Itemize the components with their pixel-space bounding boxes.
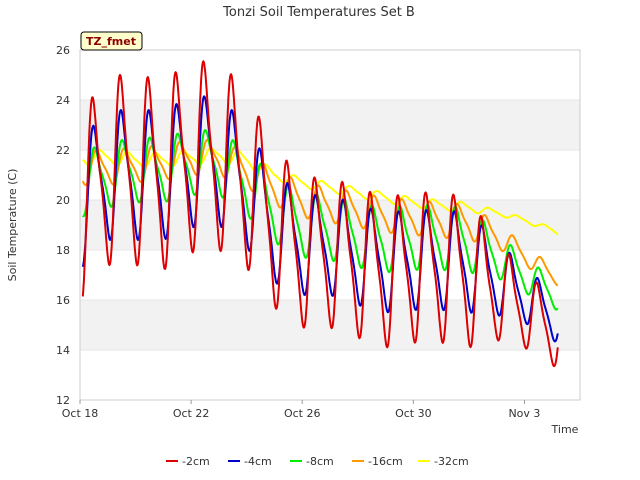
- x-tick-label: Oct 30: [395, 407, 432, 420]
- x-axis-ticks: Oct 18 Oct 22 Oct 26 Oct 30 Nov 3: [62, 400, 540, 420]
- x-tick-label: Oct 22: [173, 407, 210, 420]
- legend: -2cm -4cm -8cm -16cm -32cm: [166, 455, 469, 468]
- legend-label: -32cm: [434, 455, 469, 468]
- series-layer: [81, 60, 559, 368]
- x-tick-label: Oct 18: [62, 407, 99, 420]
- x-tick-label: Oct 26: [284, 407, 321, 420]
- grid-band: [80, 100, 580, 150]
- legend-item: -2cm: [166, 455, 210, 468]
- grid-band: [80, 200, 580, 250]
- legend-label: -4cm: [244, 455, 272, 468]
- chart-title: Tonzi Soil Temperatures Set B: [222, 5, 415, 20]
- site-badge: TZ_fmet: [80, 31, 143, 51]
- y-axis-ticks: 12 14 16 18 20 22 24 26: [56, 44, 70, 407]
- legend-item: -32cm: [418, 455, 469, 468]
- y-tick-label: 24: [56, 94, 70, 107]
- y-tick-label: 12: [56, 394, 70, 407]
- legend-item: -4cm: [228, 455, 272, 468]
- y-tick-label: 20: [56, 194, 70, 207]
- y-tick-label: 26: [56, 44, 70, 57]
- plot-area: [79, 49, 581, 401]
- site-badge-label: TZ_fmet: [86, 35, 136, 48]
- x-tick-label: Nov 3: [508, 407, 540, 420]
- legend-item: -16cm: [352, 455, 403, 468]
- legend-label: -2cm: [182, 455, 210, 468]
- x-axis-label: Time: [551, 423, 579, 436]
- y-tick-label: 22: [56, 144, 70, 157]
- series-line-minus-32cm: [82, 147, 559, 236]
- legend-label: -16cm: [368, 455, 403, 468]
- legend-item: -8cm: [290, 455, 334, 468]
- legend-label: -8cm: [306, 455, 334, 468]
- y-axis-label: Soil Temperature (C): [6, 169, 19, 282]
- y-tick-label: 18: [56, 244, 70, 257]
- series-line-minus-2cm: [81, 60, 559, 368]
- y-tick-label: 16: [56, 294, 70, 307]
- y-tick-label: 14: [56, 344, 70, 357]
